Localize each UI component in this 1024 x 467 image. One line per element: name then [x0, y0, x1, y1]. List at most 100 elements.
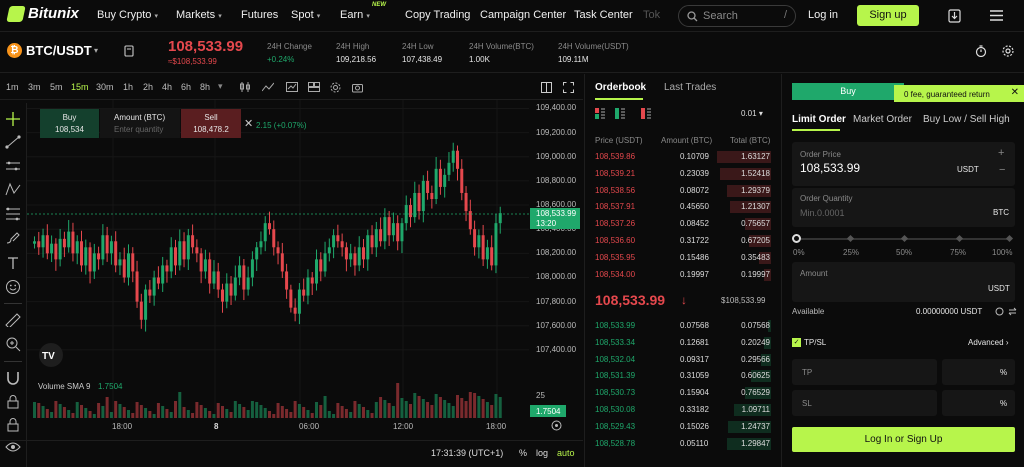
- timeframe-15m[interactable]: 15m: [71, 82, 89, 92]
- layout-icon[interactable]: [308, 82, 320, 92]
- bitunix-logo[interactable]: Bitunix: [6, 5, 79, 22]
- tpsl-checkbox[interactable]: ✓: [792, 338, 801, 347]
- timeframe-30m[interactable]: 30m: [96, 82, 114, 92]
- timeframe-1m[interactable]: 1m: [6, 82, 19, 92]
- snapshot-icon[interactable]: [352, 82, 363, 93]
- timeframe-3m[interactable]: 3m: [28, 82, 41, 92]
- ask-row[interactable]: 108,537.26 0.08452 0.75657: [585, 216, 781, 232]
- sl-input[interactable]: SL: [792, 390, 937, 416]
- bid-row[interactable]: 108,530.73 0.15904 0.76529: [585, 385, 781, 401]
- orderbook-bids-view-icon[interactable]: [615, 108, 625, 119]
- tab-market-order[interactable]: Market Order: [853, 114, 912, 125]
- pair-name[interactable]: BTC/USDT: [26, 43, 92, 58]
- ask-row[interactable]: 108,539.21 0.23039 1.52418: [585, 166, 781, 182]
- ask-row[interactable]: 108,539.86 0.10709 1.63127: [585, 149, 781, 165]
- nav-campaign-center[interactable]: Campaign Center: [480, 9, 567, 21]
- slider-mark-25[interactable]: 25%: [843, 248, 860, 257]
- login-link[interactable]: Log in: [808, 9, 838, 21]
- download-icon[interactable]: [948, 9, 961, 23]
- chart-settings-icon[interactable]: [330, 82, 341, 93]
- fullscreen-icon[interactable]: [563, 82, 574, 93]
- tab-limit-order[interactable]: Limit Order: [792, 114, 846, 125]
- timeframe-5m[interactable]: 5m: [50, 82, 63, 92]
- horizontal-line-icon[interactable]: [5, 159, 21, 173]
- percent-scale-toggle[interactable]: %: [519, 448, 528, 458]
- timeframe-4h[interactable]: 4h: [162, 82, 173, 92]
- candle-type-icon[interactable]: [239, 82, 251, 92]
- bid-row[interactable]: 108,530.08 0.33182 1.09711: [585, 402, 781, 418]
- nav-task-center[interactable]: Task Center: [574, 9, 633, 21]
- slider-handle[interactable]: [792, 234, 801, 243]
- nav-earn[interactable]: Earn ▾: [340, 9, 370, 21]
- search-input[interactable]: Search /: [678, 5, 796, 27]
- nav-markets[interactable]: Markets ▾: [176, 9, 222, 21]
- precision-select[interactable]: 0.01 ▾: [741, 109, 763, 118]
- tp-percent-input[interactable]: %: [942, 359, 1015, 385]
- close-quick-trade-icon[interactable]: ✕: [244, 118, 254, 130]
- timeframe-1h[interactable]: 1h: [123, 82, 134, 92]
- quick-sell-button[interactable]: Sell 108,478.2: [181, 109, 241, 138]
- quick-amount-input[interactable]: Amount (BTC) Enter quantity: [100, 109, 180, 138]
- stopwatch-icon[interactable]: [975, 45, 987, 57]
- slider-mark-0[interactable]: 0%: [793, 248, 805, 257]
- visibility-eye-icon[interactable]: [5, 441, 21, 453]
- zoom-in-icon[interactable]: [5, 336, 21, 352]
- settings-gear-icon[interactable]: [1002, 45, 1014, 57]
- tab-orderbook[interactable]: Orderbook: [595, 82, 647, 93]
- chart-goto-icon[interactable]: [551, 420, 562, 431]
- close-toast-icon[interactable]: ✕: [1010, 87, 1019, 98]
- chart-layout-toggle-icon[interactable]: [541, 82, 552, 93]
- bid-row[interactable]: 108,533.34 0.12681 0.20249: [585, 335, 781, 351]
- order-quantity-field[interactable]: Order Quantity Min.0.0001 BTC: [792, 188, 1015, 227]
- slider-mark-100[interactable]: 100%: [992, 248, 1013, 257]
- menu-icon[interactable]: [990, 10, 1003, 21]
- timeframe-8h[interactable]: 8h: [200, 82, 211, 92]
- trend-line-icon[interactable]: [5, 135, 21, 149]
- login-or-signup-button[interactable]: Log In or Sign Up: [792, 427, 1015, 452]
- increment-icon[interactable]: +: [998, 147, 1005, 159]
- bid-row[interactable]: 108,533.99 0.07568 0.07568: [585, 318, 781, 334]
- timeframe-2h[interactable]: 2h: [143, 82, 154, 92]
- bid-row[interactable]: 108,529.43 0.15026 1.24737: [585, 419, 781, 435]
- ask-row[interactable]: 108,538.56 0.08072 1.29379: [585, 183, 781, 199]
- amount-field[interactable]: Amount USDT: [792, 262, 1015, 302]
- orderbook-both-view-icon[interactable]: [595, 108, 605, 119]
- sl-percent-input[interactable]: %: [942, 390, 1015, 416]
- nav-futures[interactable]: Futures: [241, 9, 279, 21]
- slider-mark-50[interactable]: 50%: [896, 248, 913, 257]
- transfer-icon[interactable]: [995, 307, 1004, 316]
- pattern-icon[interactable]: [5, 182, 21, 196]
- nav-spot[interactable]: Spot ▾: [291, 9, 320, 21]
- buy-tab[interactable]: Buy: [792, 83, 904, 100]
- ask-row[interactable]: 108,535.95 0.15486 0.35483: [585, 250, 781, 266]
- decrement-icon[interactable]: −: [999, 164, 1006, 176]
- copy-icon[interactable]: [124, 45, 134, 57]
- pair-chevron-icon[interactable]: ▾: [94, 46, 99, 55]
- tab-last-trades[interactable]: Last Trades: [664, 82, 717, 93]
- lock-drawings-icon[interactable]: [5, 395, 21, 409]
- slider-mark-75[interactable]: 75%: [950, 248, 967, 257]
- text-tool-icon[interactable]: [5, 256, 21, 270]
- ask-row[interactable]: 108,537.91 0.45650 1.21307: [585, 199, 781, 215]
- nav-copy-trading[interactable]: Copy Trading: [405, 9, 471, 21]
- bid-row[interactable]: 108,532.04 0.09317 0.29566: [585, 352, 781, 368]
- brush-icon[interactable]: [5, 231, 21, 245]
- ask-row[interactable]: 108,536.60 0.31722 0.67205: [585, 233, 781, 249]
- log-scale-toggle[interactable]: log: [536, 448, 549, 458]
- order-price-field[interactable]: Order Price 108,533.99 USDT + −: [792, 142, 1015, 186]
- quick-buy-button[interactable]: Buy 108,534: [40, 109, 99, 138]
- orderbook-asks-view-icon[interactable]: [641, 108, 651, 119]
- crosshair-icon[interactable]: [5, 111, 21, 127]
- compare-icon[interactable]: [286, 82, 298, 92]
- nav-buy-crypto[interactable]: Buy Crypto ▾: [97, 9, 158, 21]
- more-timeframes-icon[interactable]: ▾: [218, 81, 223, 91]
- tp-input[interactable]: TP: [792, 359, 937, 385]
- tab-buy-low-sell-high[interactable]: Buy Low / Sell High: [923, 114, 1010, 125]
- advanced-toggle[interactable]: Advanced ›: [968, 338, 1009, 347]
- emoji-icon[interactable]: [5, 279, 21, 295]
- fib-icon[interactable]: [5, 207, 21, 221]
- swap-icon[interactable]: [1008, 307, 1017, 316]
- signup-button[interactable]: Sign up: [857, 5, 919, 26]
- nav-tok[interactable]: Tok: [643, 9, 661, 21]
- bid-row[interactable]: 108,528.78 0.05110 1.29847: [585, 436, 781, 452]
